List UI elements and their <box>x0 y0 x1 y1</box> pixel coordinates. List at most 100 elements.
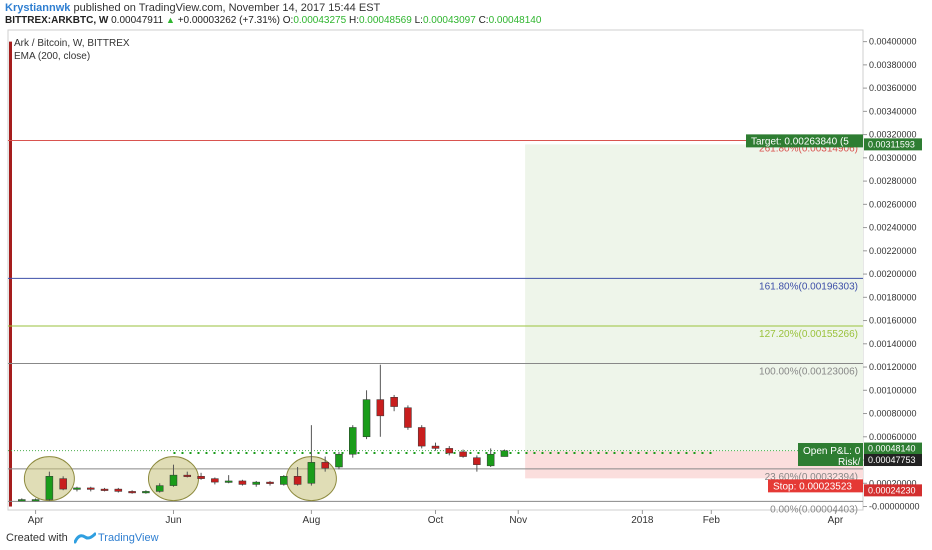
candle-body-8 <box>128 491 136 494</box>
tradingview-brand-link[interactable]: TradingView <box>98 532 159 544</box>
y-tick-label-17: 0.00060000 <box>869 432 917 442</box>
y-tick-label-10: 0.00200000 <box>869 269 917 279</box>
candle-body-6 <box>100 488 109 491</box>
candle-body-34 <box>486 453 495 467</box>
axis-badge-2: 0.00047753 <box>868 455 916 465</box>
axis-badge-box-2 <box>864 454 922 467</box>
author-link[interactable]: Krystiannwk <box>5 2 71 14</box>
candle-body-0 <box>18 499 26 502</box>
y-tick-label-12: 0.00160000 <box>869 316 917 326</box>
candle-body-12 <box>183 474 192 477</box>
low-value: 0.00043097 <box>422 15 476 26</box>
candle-body-9 <box>142 491 150 494</box>
pnl-label-box <box>798 443 863 467</box>
y-tick-label-3: 0.00340000 <box>869 106 917 116</box>
candle-body-2 <box>45 476 54 500</box>
candle-body-20 <box>293 476 302 485</box>
candle-body-4 <box>73 487 81 490</box>
target-zone <box>525 144 863 452</box>
y-tick-label-15: 0.00100000 <box>869 385 917 395</box>
axis-badge-box-1 <box>864 442 922 455</box>
candle-body-30 <box>431 445 440 449</box>
footer: Created with TradingView <box>0 526 932 550</box>
axis-badge-0: 0.00311593 <box>868 139 915 149</box>
low-label: L: <box>414 15 423 26</box>
y-tick-label-1: 0.00380000 <box>869 60 917 70</box>
ema-left-bar <box>9 41 12 507</box>
candle-body-18 <box>266 481 274 484</box>
created-with-text: Created with <box>6 532 68 544</box>
open-value: 0.00043275 <box>293 15 347 26</box>
x-tick-label-1: Jun <box>165 515 181 526</box>
stop-label-box <box>768 479 863 493</box>
y-tick-label-6: 0.00280000 <box>869 176 917 186</box>
x-tick-label-0: Apr <box>28 515 44 526</box>
y-tick-label-9: 0.00220000 <box>869 246 917 256</box>
candle-body-27 <box>390 397 398 407</box>
y-tick-label-4: 0.00320000 <box>869 130 917 140</box>
candle-body-11 <box>169 474 178 486</box>
candle-body-24 <box>349 427 357 455</box>
y-tick-label-8: 0.00240000 <box>869 223 917 233</box>
axis-badge-1: 0.00048140 <box>868 444 916 454</box>
y-tick-label-16: 0.00080000 <box>869 409 917 419</box>
last-price: 0.00047911 <box>111 15 164 26</box>
chart-title: Ark / Bitcoin, W, BITTREX <box>14 38 130 49</box>
candle-body-26 <box>376 399 385 417</box>
stop-label: Stop: 0.00023523 <box>773 481 852 492</box>
candle-body-5 <box>86 487 95 490</box>
y-tick-label-13: 0.00140000 <box>869 339 917 349</box>
candle-body-1 <box>31 499 40 502</box>
y-tick-label-2: 0.00360000 <box>869 83 917 93</box>
x-tick-label-6: Feb <box>703 515 721 526</box>
ohlc-line: BITTREX:ARKBTC, W 0.00047911 ▲ +0.000032… <box>5 15 541 26</box>
x-tick-label-7: Apr <box>828 515 844 526</box>
y-tick-label-19: 0.00020000 <box>869 478 917 488</box>
target-label: Target: 0.00263840 (5 <box>751 136 849 147</box>
candle-body-14 <box>211 478 219 483</box>
x-tick-label-4: Nov <box>509 515 527 526</box>
fib-label-2: 127.20%(0.00155266) <box>759 329 858 340</box>
risk-label: Risk/ <box>838 457 860 468</box>
candle-body-10 <box>155 485 164 492</box>
close-label: C: <box>478 15 489 26</box>
target-label-box <box>746 134 863 148</box>
x-tick-label-2: Aug <box>302 515 320 526</box>
y-tick-label-20: -0.00000000 <box>869 502 920 512</box>
fib-label-5: 0.00%(0.00004403) <box>770 504 858 515</box>
candle-body-16 <box>238 480 247 485</box>
fib-label-0: 261.80%(0.00314906) <box>759 144 858 155</box>
candle-body-32 <box>459 451 467 457</box>
candle-body-13 <box>197 476 205 479</box>
candle-body-15 <box>224 480 233 483</box>
change-arrow-icon: ▲ <box>165 15 175 25</box>
candle-body-28 <box>404 407 412 428</box>
candle-body-21 <box>307 462 316 484</box>
symbol-label: BITTREX:ARKBTC, W <box>5 15 109 26</box>
candle-body-19 <box>280 476 288 485</box>
publish-line: Krystiannwk published on TradingView.com… <box>5 2 380 14</box>
y-tick-label-7: 0.00260000 <box>869 199 917 209</box>
candle-body-25 <box>362 399 371 438</box>
x-tick-label-5: 2018 <box>631 515 654 526</box>
price-chart[interactable]: 261.80%(0.00314906) 161.80%(0.00196303) 12… <box>0 0 932 526</box>
candle-body-3 <box>59 478 67 490</box>
candle-body-31 <box>445 448 454 454</box>
y-tick-label-11: 0.00180000 <box>869 292 917 302</box>
candle-body-35 <box>500 450 509 457</box>
y-tick-label-5: 0.00300000 <box>869 153 917 163</box>
fib-label-3: 100.00%(0.00123006) <box>759 367 858 378</box>
axis-badge-3: 0.00024230 <box>868 485 916 495</box>
fib-label-4: 23.60%(0.00032394) <box>765 472 858 483</box>
open-label: O: <box>282 15 294 26</box>
candle-body-22 <box>321 462 329 469</box>
fib-label-1: 161.80%(0.00196303) <box>759 281 858 292</box>
candle-body-7 <box>114 488 123 492</box>
axis-badge-box-0 <box>864 138 922 151</box>
close-value: 0.00048140 <box>488 15 542 26</box>
y-tick-label-0: 0.00400000 <box>869 37 917 47</box>
tradingview-logo-icon <box>74 532 96 544</box>
candle-body-23 <box>335 453 343 468</box>
high-value: 0.00048569 <box>358 15 412 26</box>
indicator-label: EMA (200, close) <box>14 51 90 62</box>
